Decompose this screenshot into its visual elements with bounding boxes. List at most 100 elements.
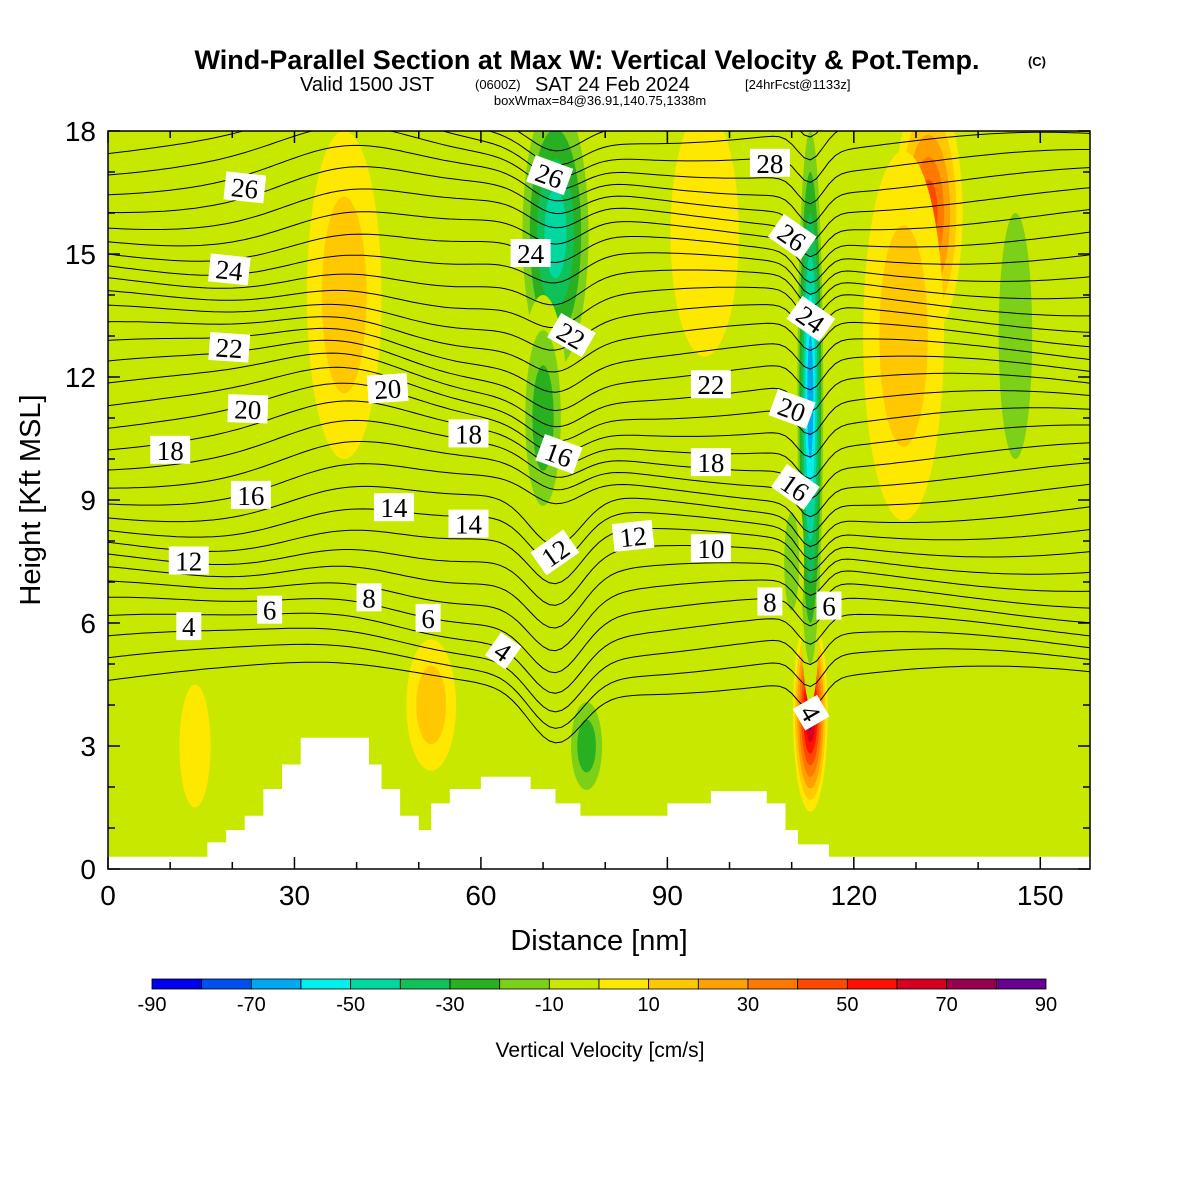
contour-label: 28 (749, 148, 790, 179)
contour-label-text: 8 (763, 588, 777, 618)
isentrope (516, 131, 819, 152)
isentrope (108, 366, 1090, 442)
contour-label: 14 (373, 493, 414, 523)
contour-label-box (749, 148, 790, 177)
contour-label-box (176, 612, 202, 641)
contour-label-box (448, 419, 489, 448)
valid-time-line: Valid 1500 JST (0600Z) SAT 24 Feb 2024 [… (300, 74, 850, 96)
isentrope (108, 233, 1090, 284)
x-axis: 0 30 60 90 120 150 (100, 131, 1064, 911)
y-tick-label: 3 (80, 731, 96, 762)
w-feature (670, 131, 739, 357)
colorbar-tick-label: 10 (638, 994, 660, 1016)
colorbar-tick-label: -30 (436, 994, 465, 1016)
colorbar-swatch (648, 978, 699, 990)
contour-label-text: 10 (697, 534, 724, 564)
colorbar-swatch (399, 978, 451, 990)
contour-label: 22 (208, 331, 251, 364)
contour-label: 6 (415, 603, 441, 634)
contour-label-text: 12 (618, 521, 648, 554)
colorbar-swatch (598, 978, 650, 990)
isentrope (108, 441, 1090, 518)
contour-label-text: 22 (215, 332, 244, 364)
isentrope (108, 352, 1090, 428)
contour-label-box (227, 394, 269, 424)
contour-label-text: 14 (455, 510, 483, 540)
w-feature (863, 151, 944, 521)
contour-label-box (611, 519, 655, 552)
contour-label-box (208, 331, 251, 363)
contour-label-text: 18 (697, 448, 724, 478)
isentrope (108, 545, 1090, 606)
colorbar-swatch (548, 978, 600, 990)
contour-label-box (150, 435, 191, 464)
w-contour-band (577, 719, 596, 773)
contour-label-box (530, 529, 580, 576)
contour-label: 8 (757, 587, 783, 618)
isentrope (108, 269, 1090, 307)
x-tick-label: 0 (100, 880, 116, 911)
w-feature (518, 295, 568, 541)
colorbar-swatch (499, 978, 550, 990)
contour-label-box (485, 632, 522, 670)
w-contour-band (321, 196, 367, 394)
colorbar-swatch (797, 978, 848, 990)
contour-label-box (207, 253, 251, 286)
isentrope (108, 131, 1090, 205)
colorbar-tick-label: -50 (336, 994, 365, 1016)
isentrope (108, 316, 1090, 373)
isentrope (108, 527, 1090, 585)
contour-label-box (786, 295, 836, 342)
colorbar-swatch (350, 978, 401, 990)
w-feature (179, 684, 211, 808)
contour-label-text: 28 (756, 149, 783, 179)
valid-date-text: SAT 24 Feb 2024 (535, 74, 690, 96)
contour-label: 18 (150, 435, 191, 466)
contour-label-box (792, 694, 830, 731)
contour-label-box (415, 603, 441, 632)
contour-label: 12 (611, 519, 655, 554)
contour-label: 26 (223, 171, 267, 205)
contour-label: 6 (257, 595, 283, 626)
contour-label: 16 (230, 480, 271, 511)
y-tick-label: 0 (80, 854, 96, 885)
contour-label: 24 (510, 239, 551, 269)
colorbar-swatch (896, 978, 948, 990)
w-feature (499, 594, 537, 693)
w-contour-band (179, 684, 211, 808)
colorbar-tick-label: 50 (836, 994, 858, 1016)
colorbar-swatch (747, 978, 799, 990)
isentrope (108, 661, 1090, 744)
w-contour-band (807, 336, 814, 459)
potential-temperature-contours (108, 131, 1090, 744)
w-contour-band (416, 665, 447, 745)
contour-label: 8 (356, 583, 382, 613)
contour-label-box (816, 591, 842, 620)
colorbar-tick-label: -70 (237, 994, 266, 1016)
contour-label-text: 6 (822, 592, 836, 622)
contour-label-text: 12 (175, 547, 202, 577)
isentrope (108, 252, 1090, 295)
w-contour-band (998, 213, 1033, 459)
contour-label-text: 6 (421, 604, 435, 634)
contour-label: 14 (448, 509, 489, 540)
x-tick-label: 150 (1017, 880, 1064, 911)
chart-title: Wind-Parallel Section at Max W: Vertical… (195, 45, 980, 75)
isentrope (108, 188, 1090, 258)
contour-label-text: 18 (455, 419, 482, 449)
colorbar-swatch (946, 978, 997, 990)
colorbar-swatch (846, 978, 898, 990)
colorbar-swatch (300, 978, 352, 990)
isentrope (108, 562, 1090, 629)
contour-label-text: 6 (263, 596, 277, 626)
contour-label: 18 (448, 419, 489, 449)
contour-label-box (526, 155, 574, 196)
isentrope (108, 327, 1090, 393)
x-axis-title: Distance [nm] (510, 925, 687, 957)
x-tick-label: 60 (465, 880, 496, 911)
isentrope (108, 286, 1090, 328)
terrain-mask (108, 737, 1090, 869)
isentrope (108, 339, 1090, 412)
w-contour-band (670, 131, 739, 357)
